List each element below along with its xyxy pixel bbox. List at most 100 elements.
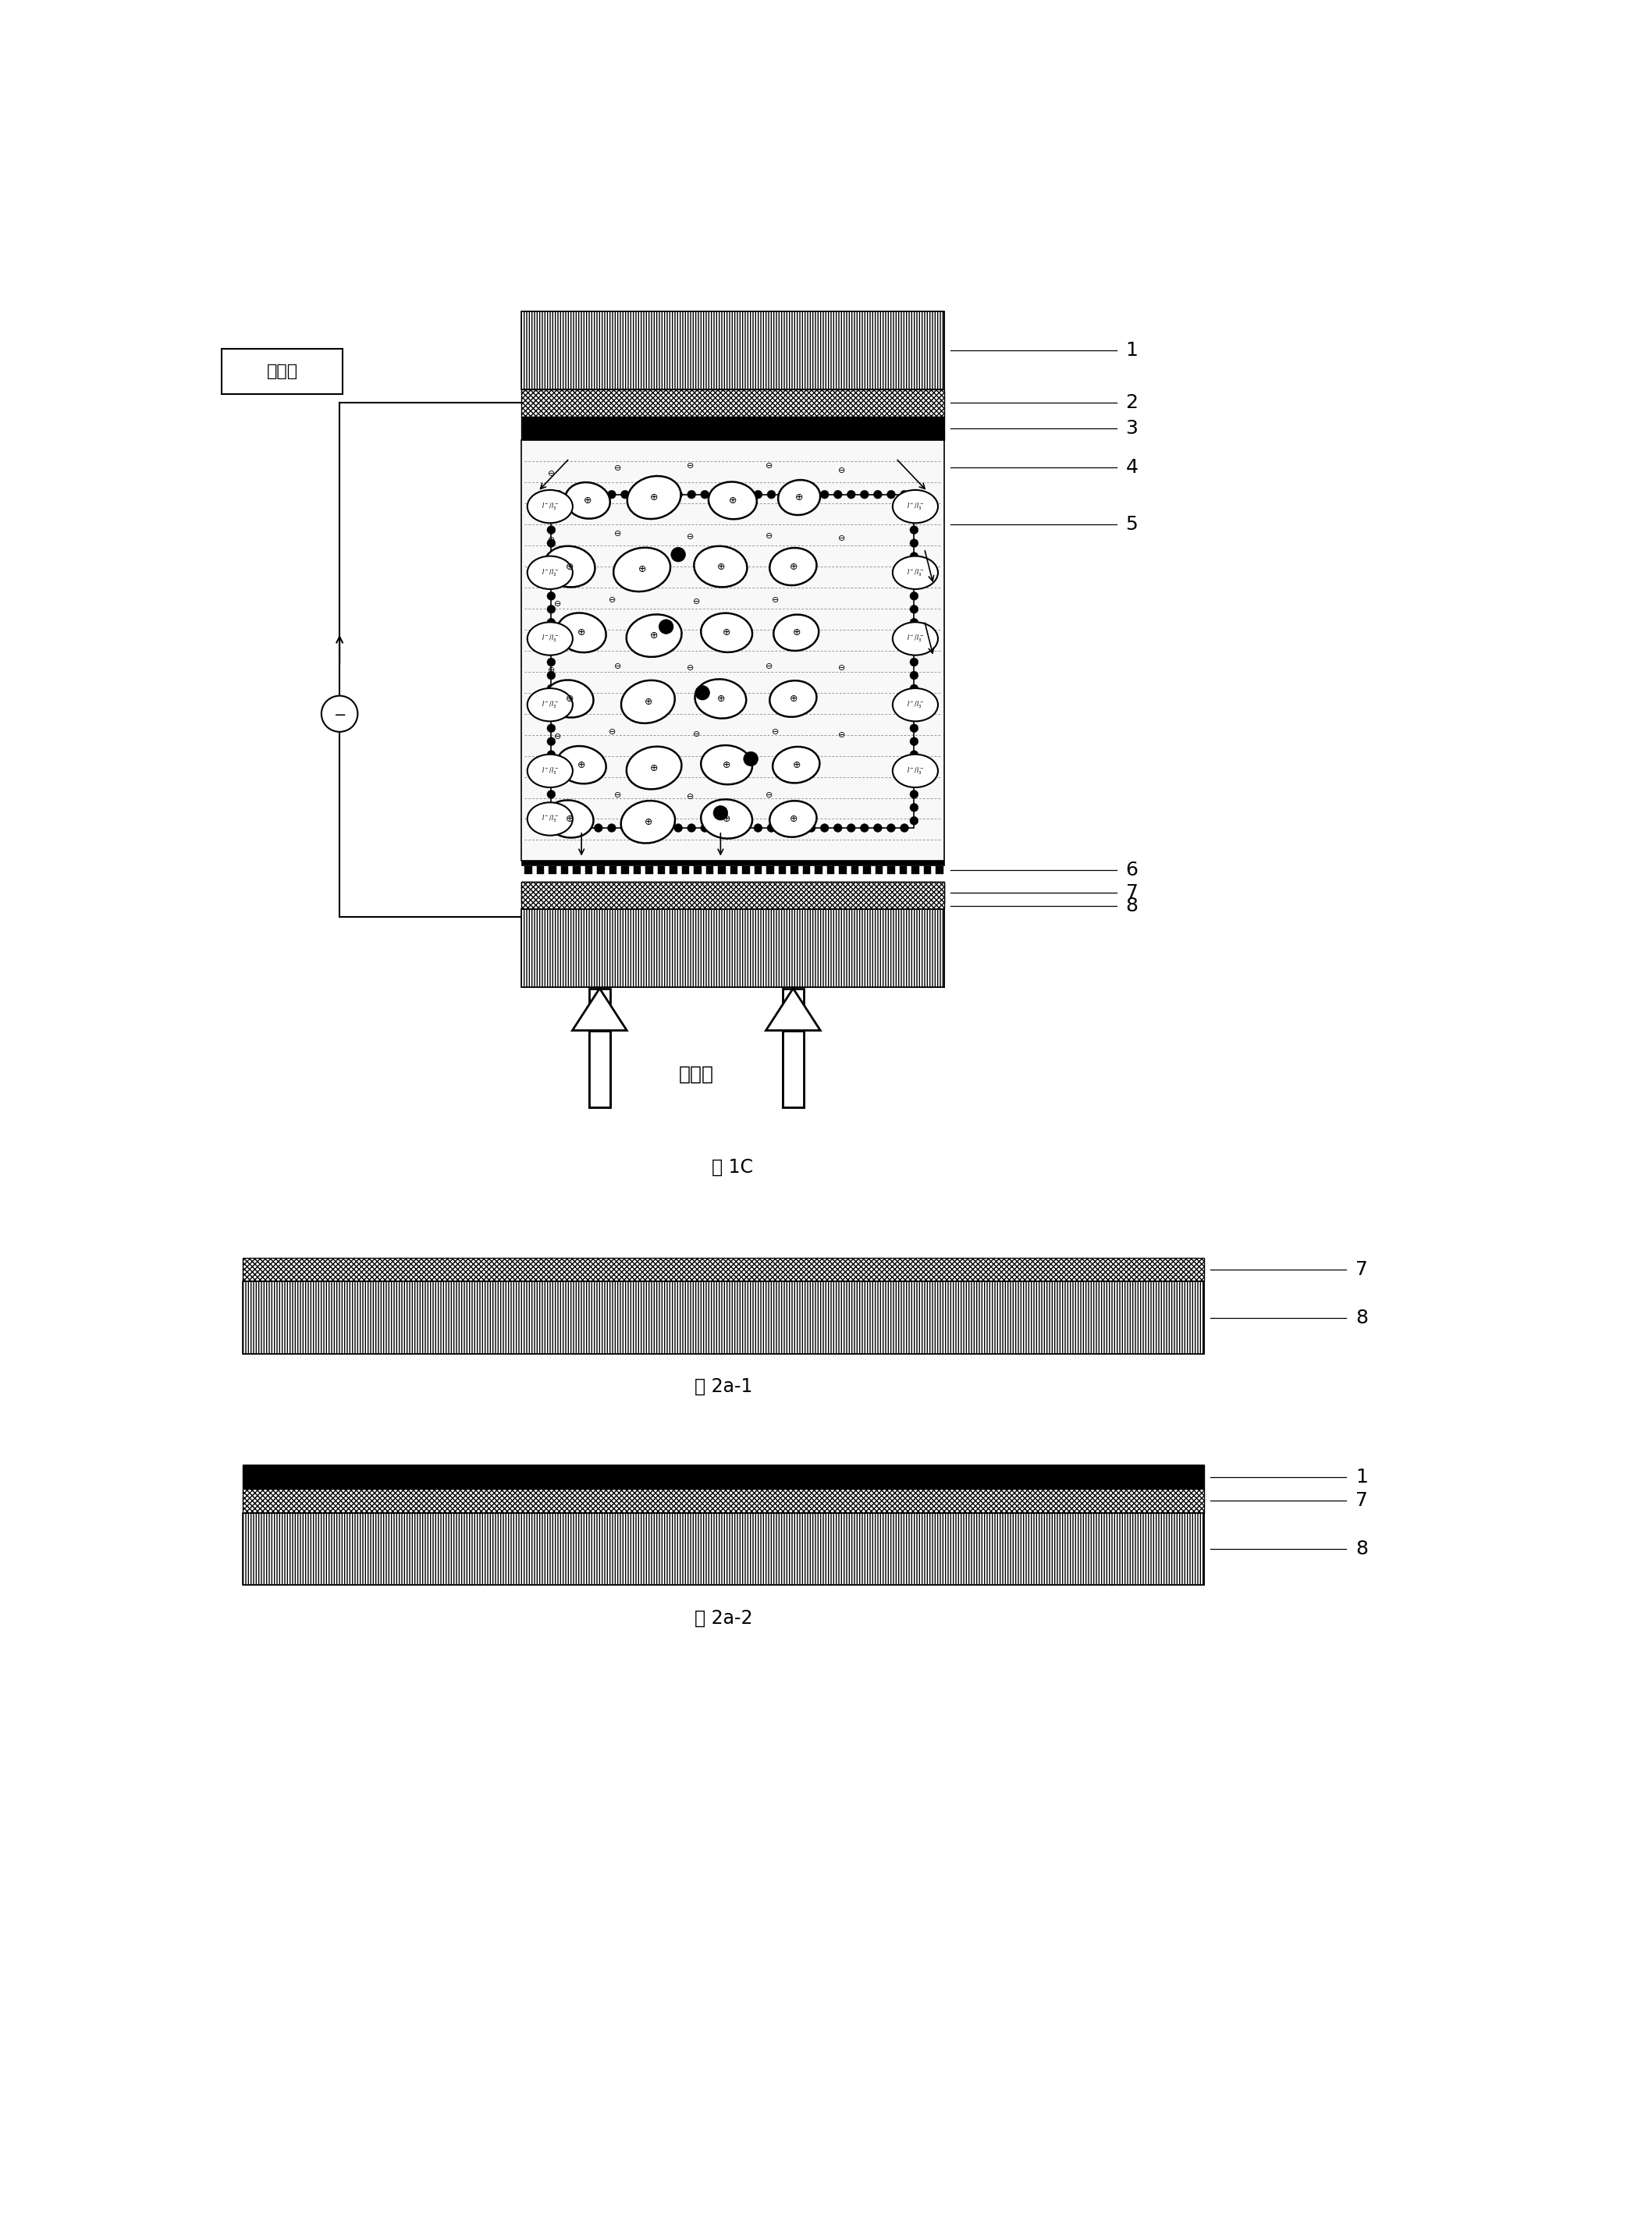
Bar [243,1465,1204,1489]
Text: $I^-/I_3^-$: $I^-/I_3^-$ [907,766,923,777]
Circle shape [595,491,603,498]
Ellipse shape [700,613,752,653]
Circle shape [910,604,919,613]
Circle shape [547,657,555,666]
Bar [520,312,945,389]
Text: $\oplus$: $\oplus$ [577,759,586,770]
Text: 8: 8 [1125,896,1138,916]
Circle shape [608,491,616,498]
Circle shape [767,491,775,498]
Circle shape [910,578,919,586]
Circle shape [547,710,555,719]
Bar [803,867,809,874]
Text: 1: 1 [1125,341,1138,361]
Text: $\ominus$: $\ominus$ [765,662,773,671]
Ellipse shape [770,801,816,837]
Circle shape [887,823,895,832]
Bar [520,389,945,416]
Circle shape [687,823,695,832]
Circle shape [547,777,555,786]
Bar [520,312,945,389]
Circle shape [753,823,762,832]
Ellipse shape [892,489,938,522]
Circle shape [547,763,555,772]
Circle shape [547,724,555,733]
Bar [520,910,945,987]
Bar [610,867,616,874]
Text: $\oplus$: $\oplus$ [649,631,659,642]
Circle shape [910,500,919,507]
Circle shape [687,491,695,498]
Text: $\oplus$: $\oplus$ [788,814,798,823]
Bar [243,1257,1204,1281]
Ellipse shape [545,801,593,839]
Circle shape [568,823,577,832]
Bar [646,867,653,874]
Text: $I^-/I_3^-$: $I^-/I_3^-$ [542,766,558,777]
Text: $\ominus$: $\ominus$ [686,792,694,801]
Bar [705,867,714,874]
Circle shape [821,823,829,832]
Text: $\oplus$: $\oplus$ [565,562,573,571]
Text: 图 2a-1: 图 2a-1 [694,1376,753,1396]
Circle shape [553,491,563,498]
Circle shape [547,553,555,560]
Ellipse shape [773,746,819,783]
Circle shape [695,686,710,699]
Ellipse shape [626,746,682,790]
Text: $I^-/I_3^-$: $I^-/I_3^-$ [542,500,558,511]
Text: 8: 8 [1356,1308,1368,1328]
Ellipse shape [700,746,752,783]
Text: $I^-/I_3^-$: $I^-/I_3^-$ [542,699,558,710]
Circle shape [900,823,909,832]
Circle shape [808,823,816,832]
Bar [562,867,568,874]
Circle shape [700,823,709,832]
Bar [755,867,762,874]
Circle shape [674,491,682,498]
Text: $\oplus$: $\oplus$ [649,493,659,502]
Circle shape [910,657,919,666]
Circle shape [753,491,762,498]
Text: 图 1C: 图 1C [712,1157,753,1177]
Ellipse shape [545,679,593,717]
Bar [851,867,859,874]
Circle shape [608,823,616,832]
Circle shape [674,823,682,832]
Circle shape [910,750,919,759]
Circle shape [553,823,563,832]
Circle shape [821,491,829,498]
Bar [590,989,610,1106]
Text: $\oplus$: $\oplus$ [791,628,801,637]
Circle shape [582,491,590,498]
Text: $\ominus$: $\ominus$ [547,666,555,675]
Circle shape [847,491,856,498]
Ellipse shape [694,547,747,586]
Circle shape [547,750,555,759]
Text: 3: 3 [1125,418,1138,438]
Text: $\ominus$: $\ominus$ [686,664,694,673]
Circle shape [547,604,555,613]
Circle shape [780,823,790,832]
Circle shape [648,823,656,832]
Bar [814,867,823,874]
Bar [243,1257,1204,1281]
Circle shape [547,803,555,812]
Circle shape [621,491,629,498]
Circle shape [595,823,603,832]
Ellipse shape [621,679,674,724]
Bar [767,867,773,874]
Circle shape [648,491,656,498]
Circle shape [671,547,686,562]
Text: $\ominus$: $\ominus$ [838,730,846,739]
Ellipse shape [527,622,573,655]
Bar [520,910,945,987]
Circle shape [910,803,919,812]
Text: $\ominus$: $\ominus$ [838,533,846,542]
Ellipse shape [628,476,681,520]
Circle shape [547,631,555,640]
Bar [657,867,664,874]
Text: $\oplus$: $\oplus$ [722,814,732,823]
Circle shape [547,578,555,586]
Bar [585,867,593,874]
